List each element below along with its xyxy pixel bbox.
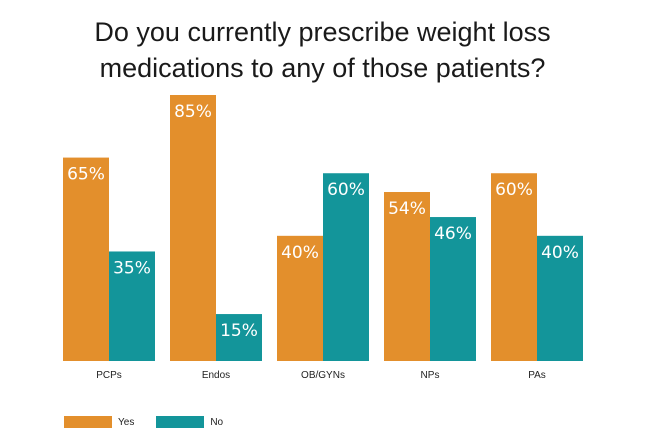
bar-ob-gyns-no [323,173,369,361]
bar-endos-no [216,314,262,361]
bar-label-pcps-no: 35% [113,258,151,278]
category-label-pcps: PCPs [96,370,122,381]
legend-label-no: No [210,416,224,428]
legend-item-yes: Yes [64,416,134,428]
category-label-pas: PAs [528,370,546,381]
bar-label-endos-no: 15% [220,321,258,341]
bar-pas-yes [491,173,537,361]
category-label-ob-gyns: OB/GYNs [301,370,345,381]
bar-endos-yes [170,95,216,361]
bar-label-ob-gyns-no: 60% [327,180,365,200]
legend-swatch-no [156,416,205,428]
bar-pcps-no [109,251,155,361]
legend-swatch-yes [64,416,112,428]
bar-label-nps-no: 46% [434,224,472,244]
bar-nps-no [430,217,476,361]
chart-title-line-2: medications to any of those patients? [99,53,546,83]
bar-label-pas-yes: 60% [495,180,533,200]
category-label-endos: Endos [202,370,230,381]
bar-label-pcps-yes: 65% [67,165,105,185]
legend-item-no: No [156,416,223,428]
legend-label-yes: Yes [118,416,135,428]
category-label-nps: NPs [421,370,440,381]
bar-label-pas-no: 40% [541,243,579,263]
chart-title: Do you currently prescribe weight loss m… [0,14,645,86]
chart-title-line-1: Do you currently prescribe weight loss [94,17,551,47]
bar-pcps-yes [63,157,109,361]
chart-legend: Yes No [64,414,245,430]
bar-ob-gyns-yes [277,235,323,361]
bar-nps-yes [384,192,430,361]
bar-label-nps-yes: 54% [388,199,426,219]
bar-label-endos-yes: 85% [174,102,212,122]
bar-label-ob-gyns-yes: 40% [281,243,319,263]
bar-pas-no [537,235,583,361]
